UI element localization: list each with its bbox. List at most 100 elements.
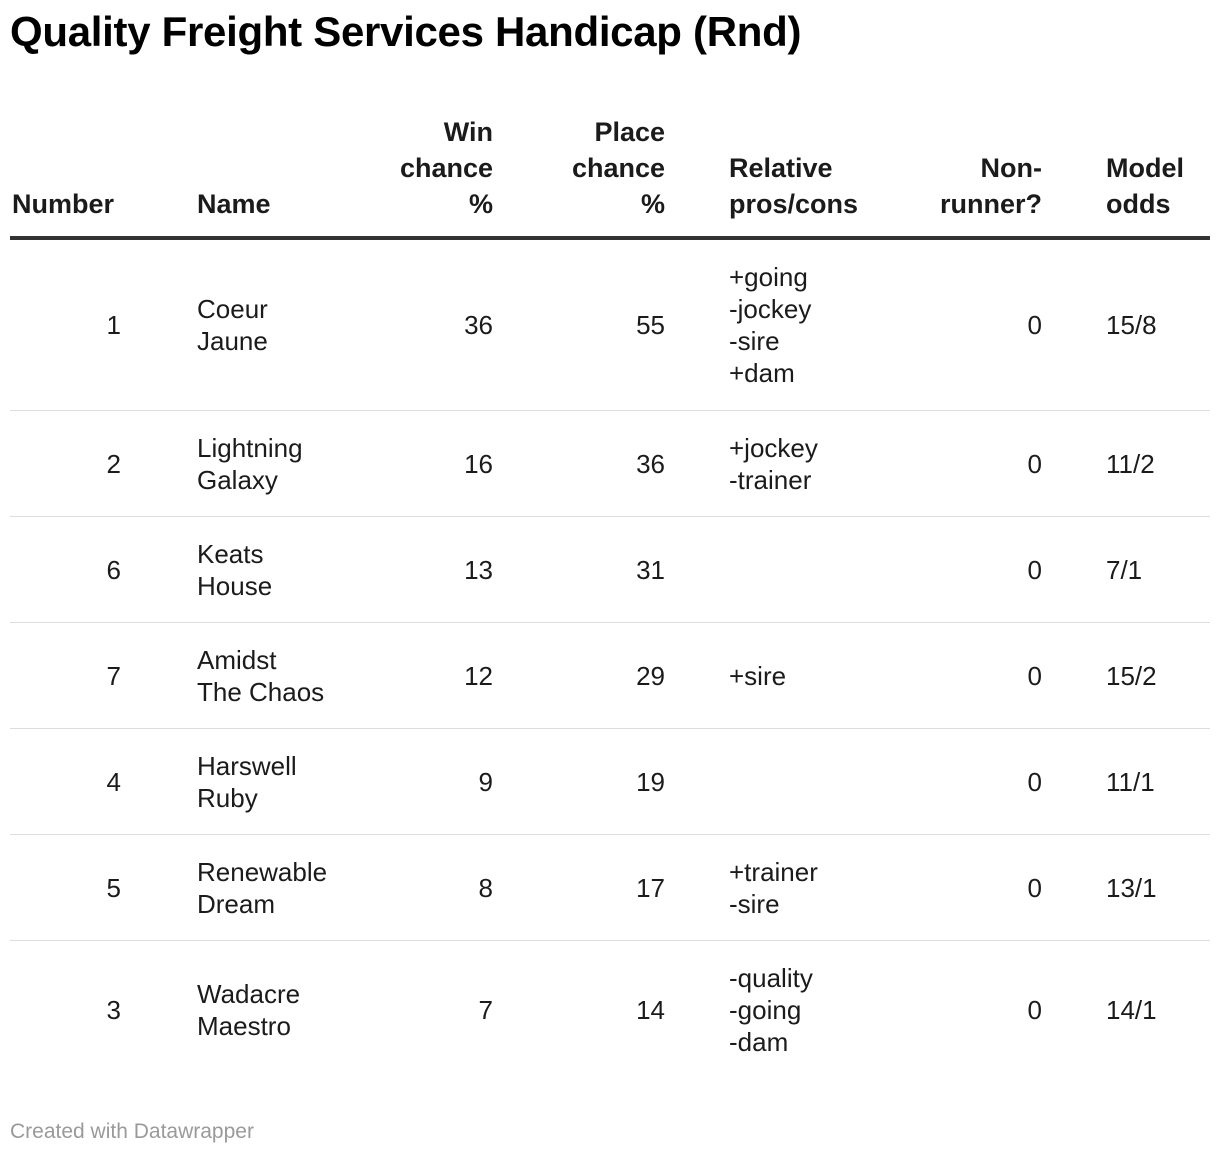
text-line: Harswell — [197, 750, 297, 781]
cell-number: 2 — [10, 410, 165, 517]
text-line: -sire — [729, 888, 780, 919]
cell-non-runner: 0 — [899, 516, 1074, 623]
cell-model-odds: 13/1 — [1074, 834, 1210, 941]
text-line: House — [197, 570, 273, 601]
text-line: -trainer — [729, 464, 812, 495]
cell-name: Lightning Galaxy — [165, 410, 345, 517]
text-line: Coeur — [197, 294, 268, 324]
table-row: 6 Keats House 13 31 0 7/1 — [10, 516, 1210, 623]
cell-non-runner: 0 — [899, 834, 1074, 941]
text-line: Renewable — [197, 856, 328, 887]
text-line: pros/cons — [729, 189, 859, 219]
table-row: 1 Coeur Jaune 36 55 +going -jockey -sire +dam 0 15… — [10, 238, 1210, 411]
text-line: Name — [197, 189, 271, 219]
text-line: Galaxy — [197, 464, 278, 495]
cell-model-odds: 11/2 — [1074, 410, 1210, 517]
cell-pros-cons: +going -jockey -sire +dam — [689, 238, 899, 411]
text-line: runner? — [939, 189, 1042, 219]
cell-win-chance: 9 — [345, 728, 517, 835]
text-line: Non- — [980, 153, 1042, 183]
cell-place-chance: 36 — [517, 410, 689, 517]
header-pros-cons: Relative pros/cons — [689, 108, 899, 240]
table-body: 1 Coeur Jaune 36 55 +going -jockey -sire +dam 0 15… — [10, 238, 1210, 1079]
cell-pros-cons: +sire — [689, 622, 899, 729]
cell-number: 7 — [10, 622, 165, 729]
text-line: chance — [571, 153, 665, 183]
text-line: Model — [1106, 153, 1184, 183]
cell-model-odds: 15/2 — [1074, 622, 1210, 729]
cell-model-odds: 15/8 — [1074, 238, 1210, 411]
text-line: +jockey — [729, 432, 818, 463]
text-line: -going — [729, 995, 802, 1025]
text-line: chance — [399, 153, 493, 183]
text-line: -quality — [729, 963, 813, 993]
text-line: +trainer — [729, 856, 818, 887]
text-line: % — [640, 189, 665, 219]
cell-pros-cons — [689, 516, 899, 623]
cell-model-odds: 7/1 — [1074, 516, 1210, 623]
text-line: Wadacre — [197, 979, 301, 1009]
cell-number: 1 — [10, 238, 165, 411]
text-line: Number — [12, 189, 115, 219]
cell-name: Keats House — [165, 516, 345, 623]
cell-win-chance: 7 — [478, 995, 493, 1025]
cell-pros-cons — [689, 728, 899, 835]
cell-non-runner: 0 — [1027, 995, 1042, 1025]
text-line: +sire — [729, 660, 787, 691]
cell-name: Wadacre Maestro — [165, 941, 345, 1080]
race-table: Number Name Win chance% Place chance% Rela… — [10, 108, 1210, 1079]
cell-model-odds: 14/1 — [1106, 995, 1157, 1025]
text-line: Amidst — [197, 644, 277, 675]
footer-credit: Created with Datawrapper — [10, 1120, 254, 1143]
text-line: -sire — [729, 326, 780, 356]
text-line: % — [468, 189, 493, 219]
text-line: Jaune — [197, 326, 268, 356]
cell-name: Coeur Jaune — [165, 238, 345, 411]
header-row: Number Name Win chance% Place chance% Rela… — [10, 108, 1210, 240]
header-place-chance: Place chance% — [517, 108, 689, 240]
header-non-runner: Non-runner? — [899, 108, 1074, 240]
cell-number: 5 — [10, 834, 165, 941]
cell-name: Amidst The Chaos — [165, 622, 345, 729]
cell-win-chance: 8 — [345, 834, 517, 941]
cell-name: Renewable Dream — [165, 834, 345, 941]
header-name: Name — [165, 108, 345, 240]
table-row: 3 Wadacre Maestro 7 14 -quality -going -dam 0 14/… — [10, 941, 1210, 1080]
cell-non-runner: 0 — [899, 410, 1074, 517]
cell-non-runner: 0 — [899, 728, 1074, 835]
table-row: 5 Renewable Dream 8 17 +trainer -sire 0 13/1 — [10, 834, 1210, 941]
header-win-chance: Win chance% — [345, 108, 517, 240]
cell-name: Harswell Ruby — [165, 728, 345, 835]
text-line: Ruby — [197, 782, 258, 813]
cell-win-chance: 12 — [345, 622, 517, 729]
text-line: Place — [594, 117, 665, 147]
header-number: Number — [10, 108, 165, 240]
text-line: +going — [729, 262, 808, 292]
table-row: 7 Amidst The Chaos 12 29 +sire 0 15/2 — [10, 622, 1210, 729]
text-line: -jockey — [729, 294, 812, 324]
text-line: Win — [443, 117, 493, 147]
text-line: Lightning — [197, 432, 303, 463]
cell-non-runner: 0 — [899, 622, 1074, 729]
cell-pros-cons: +jockey -trainer — [689, 410, 899, 517]
cell-non-runner: 0 — [899, 238, 1074, 411]
text-line: -dam — [729, 1027, 789, 1057]
text-line: odds — [1106, 189, 1171, 219]
cell-pros-cons: +trainer -sire — [689, 834, 899, 941]
page-title: Quality Freight Services Handicap (Rnd) — [10, 8, 802, 55]
cell-place-chance: 17 — [517, 834, 689, 941]
text-line: +dam — [729, 358, 795, 388]
cell-place-chance: 31 — [517, 516, 689, 623]
cell-model-odds: 11/1 — [1074, 728, 1210, 835]
text-line: Relative — [729, 153, 833, 183]
cell-number: 4 — [10, 728, 165, 835]
cell-win-chance: 36 — [345, 238, 517, 411]
cell-place-chance: 55 — [517, 238, 689, 411]
table-row: 4 Harswell Ruby 9 19 0 11/1 — [10, 728, 1210, 835]
text-line: Dream — [197, 888, 276, 919]
cell-win-chance: 13 — [345, 516, 517, 623]
cell-win-chance: 16 — [345, 410, 517, 517]
text-line: Keats — [197, 538, 264, 569]
cell-pros-cons: -quality -going -dam — [689, 941, 899, 1080]
cell-place-chance: 19 — [517, 728, 689, 835]
